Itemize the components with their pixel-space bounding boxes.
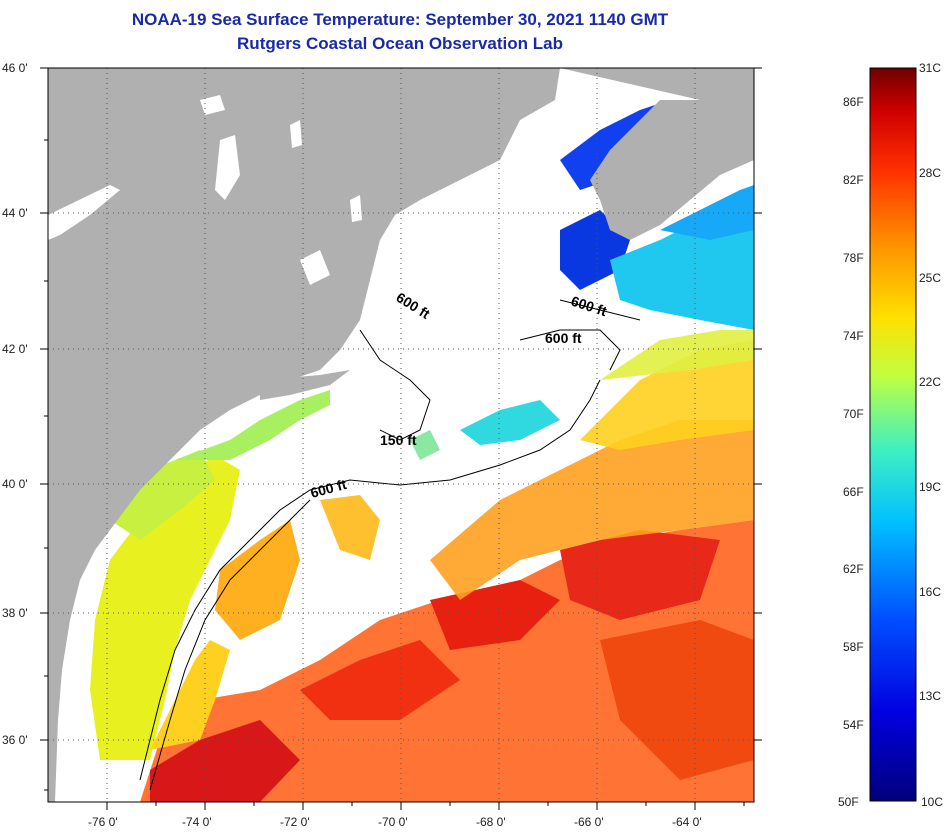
lon-tick-label: -64 0': [672, 815, 702, 829]
colorbar-label: 25C: [919, 271, 941, 285]
lat-tick-label: 46 0': [2, 61, 28, 75]
map-title: NOAA-19 Sea Surface Temperature: Septemb…: [131, 10, 669, 29]
contour-label: 600 ft: [545, 330, 582, 346]
colorbar-label: 22C: [919, 375, 941, 389]
bathymetry-contours: [139, 299, 641, 791]
lon-tick-label: -68 0': [476, 815, 506, 829]
inland-patches: [48, 95, 362, 285]
colorbar: [869, 67, 917, 802]
colorbar-label: 16C: [919, 585, 941, 599]
colorbar-label: 13C: [919, 689, 941, 703]
colorbar-label: 78F: [843, 251, 864, 265]
lat-tick-label: 44 0': [2, 206, 28, 220]
lon-tick-label: -72 0': [280, 815, 310, 829]
colorbar-label: 86F: [843, 95, 864, 109]
colorbar-label: 74F: [843, 329, 864, 343]
colorbar-label: 10C: [921, 795, 943, 809]
lat-tick-label: 40 0': [2, 477, 28, 491]
colorbar-label: 66F: [843, 485, 864, 499]
colorbar-label: 50F: [838, 795, 859, 809]
colorbar-label: 70F: [843, 407, 864, 421]
sst-data-layer: [90, 100, 754, 802]
colorbar-label: 82F: [843, 173, 864, 187]
colorbar-f-labels: 86F 82F 78F 74F 70F 66F 62F 58F 54F 50F: [838, 95, 864, 809]
lon-tick-label: -74 0': [182, 815, 212, 829]
lon-tick-label: -76 0': [88, 815, 118, 829]
colorbar-c-labels: 31C 28C 25C 22C 19C 16C 13C 10C: [919, 61, 943, 809]
colorbar-label: 58F: [843, 640, 864, 654]
lon-tick-label: -70 0': [378, 815, 408, 829]
lon-tick-label: -66 0': [574, 815, 604, 829]
colorbar-label: 54F: [843, 718, 864, 732]
colorbar-label: 62F: [843, 562, 864, 576]
axis-ticks: [40, 67, 762, 810]
lat-tick-label: 36 0': [2, 733, 28, 747]
colorbar-label: 28C: [919, 166, 941, 180]
lat-tick-label: 42 0': [2, 342, 28, 356]
colorbar-label: 31C: [919, 61, 941, 75]
lat-tick-label: 38 0': [2, 606, 28, 620]
colorbar-label: 19C: [919, 480, 941, 494]
map-subtitle: Rutgers Coastal Ocean Observation Lab: [237, 34, 563, 53]
contour-label: 150 ft: [380, 432, 417, 448]
landmass: [48, 68, 754, 802]
